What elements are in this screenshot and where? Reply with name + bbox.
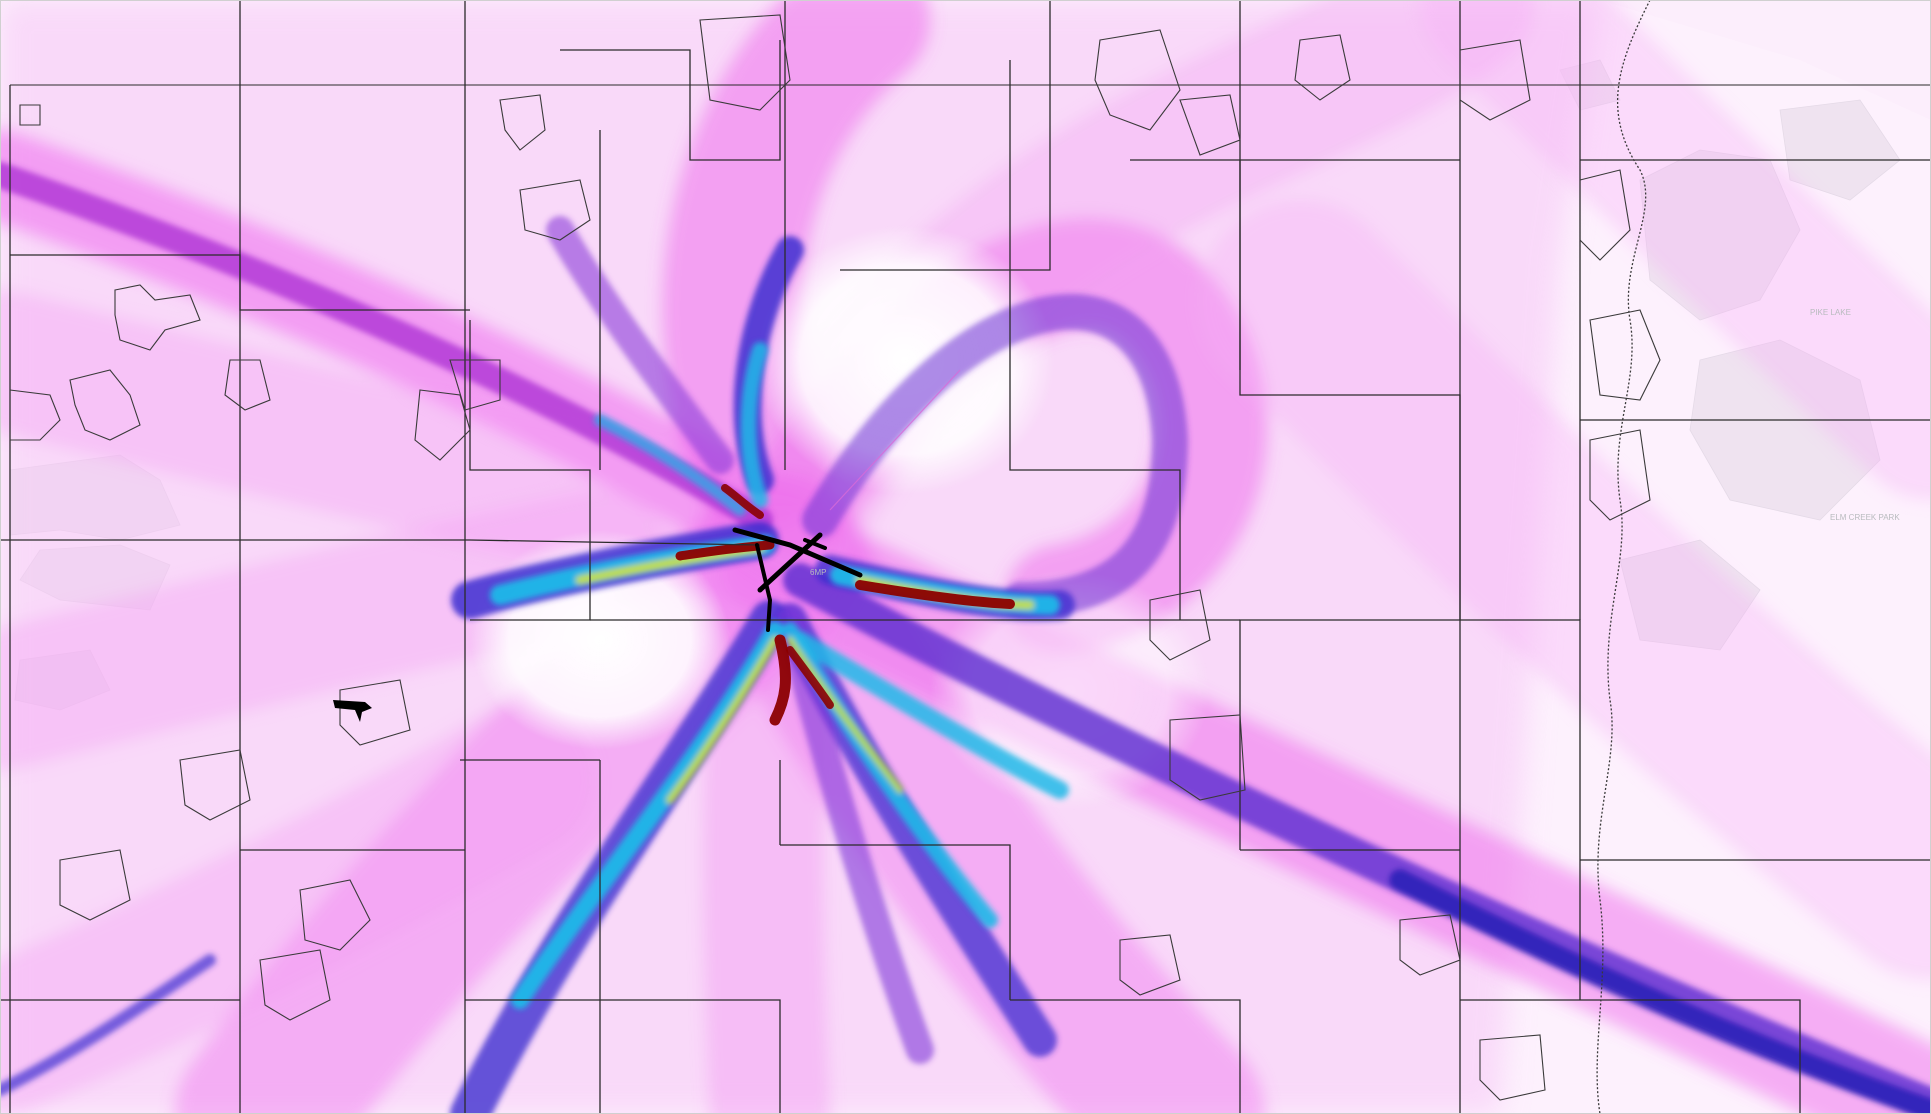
airport-runways — [732, 527, 863, 632]
runway-3 — [755, 543, 773, 632]
airport-tag: 6MP — [810, 568, 826, 577]
runway-2 — [757, 532, 823, 593]
approach-line — [829, 369, 961, 511]
runway-4 — [803, 538, 827, 550]
east-label-1: PIKE LAKE — [1810, 308, 1851, 317]
runway-1 — [732, 527, 863, 578]
city-limits — [9, 14, 1661, 1101]
heliport-symbol — [333, 700, 372, 722]
east-label-2: ELM CREEK PARK — [1830, 513, 1900, 522]
river-boundary — [1596, 0, 1651, 1114]
